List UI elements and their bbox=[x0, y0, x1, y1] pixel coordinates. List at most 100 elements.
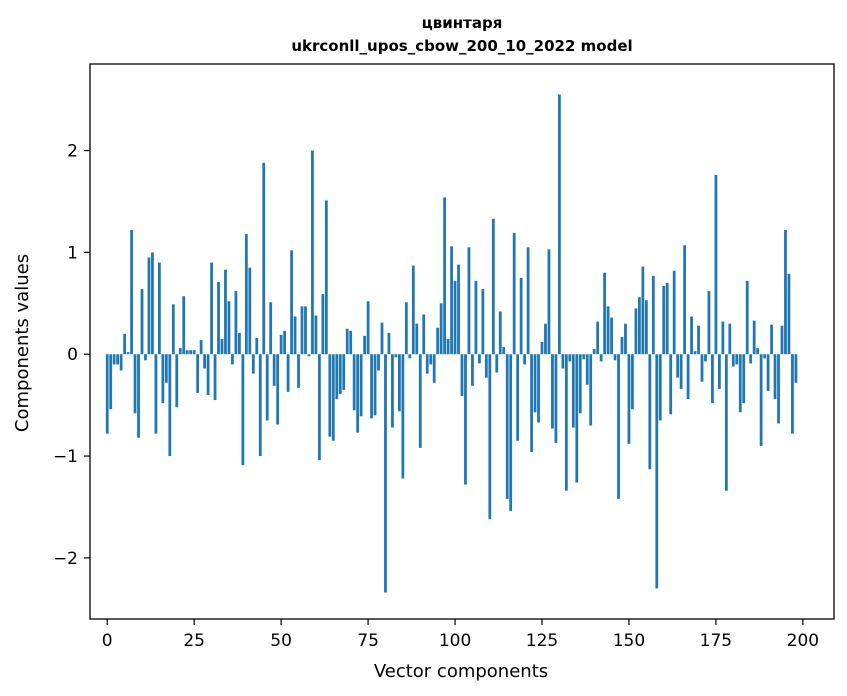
bar bbox=[446, 338, 450, 355]
bar bbox=[210, 262, 213, 355]
bar bbox=[502, 347, 506, 355]
bar bbox=[578, 354, 582, 414]
bar bbox=[700, 354, 704, 382]
bar bbox=[686, 354, 690, 400]
bar bbox=[464, 354, 467, 485]
bar bbox=[144, 354, 147, 361]
bar bbox=[133, 354, 137, 414]
bar bbox=[756, 348, 760, 355]
bar bbox=[512, 233, 516, 355]
bar bbox=[251, 354, 255, 374]
bar bbox=[192, 350, 196, 355]
bar bbox=[140, 289, 144, 355]
bar bbox=[599, 354, 603, 362]
bar bbox=[109, 354, 113, 410]
bar bbox=[161, 354, 165, 404]
bar bbox=[568, 354, 572, 362]
bar bbox=[439, 303, 443, 355]
bar bbox=[126, 352, 130, 355]
bar bbox=[731, 354, 735, 367]
bar bbox=[220, 338, 224, 355]
bar bbox=[471, 354, 474, 386]
bar bbox=[766, 354, 770, 391]
bar bbox=[530, 354, 533, 452]
x-tick-label: 125 bbox=[526, 631, 558, 651]
bar bbox=[655, 354, 659, 589]
bar bbox=[255, 337, 259, 355]
bar bbox=[724, 354, 728, 491]
bar bbox=[352, 354, 356, 411]
bar bbox=[338, 354, 342, 394]
bar bbox=[707, 291, 711, 355]
bar bbox=[478, 354, 481, 364]
bar bbox=[745, 280, 749, 355]
bar bbox=[683, 245, 686, 355]
bar bbox=[408, 354, 412, 359]
bars-group bbox=[105, 94, 798, 593]
bar bbox=[373, 354, 377, 416]
bar bbox=[474, 280, 478, 355]
bar bbox=[387, 332, 391, 355]
bar bbox=[780, 325, 784, 355]
bar bbox=[342, 354, 346, 390]
bar bbox=[450, 246, 453, 355]
bar bbox=[394, 354, 398, 358]
bar bbox=[300, 306, 304, 355]
bar bbox=[137, 354, 140, 438]
bar bbox=[363, 335, 366, 355]
bar bbox=[571, 354, 575, 428]
bar bbox=[585, 354, 589, 385]
bar bbox=[112, 354, 116, 365]
bar bbox=[610, 317, 613, 355]
bar bbox=[519, 277, 523, 355]
bar bbox=[658, 354, 662, 421]
x-tick-label: 200 bbox=[787, 631, 819, 651]
bar bbox=[460, 354, 464, 396]
bar bbox=[558, 94, 561, 355]
bar bbox=[742, 354, 746, 404]
bar bbox=[422, 314, 426, 355]
bar bbox=[328, 354, 332, 437]
bar bbox=[185, 350, 189, 355]
bar bbox=[679, 354, 683, 389]
bar bbox=[672, 270, 676, 355]
bar bbox=[592, 349, 596, 355]
bar bbox=[356, 354, 360, 433]
bar bbox=[669, 354, 673, 415]
bar bbox=[234, 291, 238, 355]
bar bbox=[718, 354, 721, 389]
bar bbox=[258, 354, 262, 457]
bar bbox=[248, 267, 252, 355]
bar bbox=[561, 354, 565, 369]
bar bbox=[495, 354, 499, 373]
bar bbox=[147, 257, 151, 355]
bar bbox=[540, 342, 544, 355]
bar bbox=[620, 336, 624, 355]
bar bbox=[401, 354, 405, 479]
x-axis-ticks: 0 25 50 75 100 125 150 175 200 bbox=[102, 619, 819, 651]
bar bbox=[119, 354, 123, 371]
bar bbox=[453, 280, 457, 355]
bar bbox=[123, 333, 126, 355]
y-axis-ticks: −2 −1 0 1 2 bbox=[53, 142, 90, 569]
bar bbox=[714, 175, 718, 355]
y-tick-label: −2 bbox=[53, 549, 78, 569]
bar bbox=[787, 273, 791, 355]
bar bbox=[749, 354, 753, 364]
bar bbox=[380, 322, 384, 355]
bar bbox=[279, 334, 283, 355]
bar bbox=[189, 350, 193, 355]
bar bbox=[526, 247, 530, 355]
x-tick-label: 100 bbox=[439, 631, 471, 651]
y-tick-label: 2 bbox=[67, 142, 78, 162]
x-tick-label: 150 bbox=[613, 631, 645, 651]
chart-subtitle: ukrconll_upos_cbow_200_10_2022 model bbox=[291, 37, 632, 55]
bar bbox=[638, 297, 641, 355]
bar bbox=[217, 281, 220, 355]
y-axis-label: Components values bbox=[12, 254, 33, 432]
bar bbox=[331, 354, 335, 441]
bar bbox=[213, 354, 217, 401]
bar bbox=[648, 354, 652, 470]
bar bbox=[175, 354, 179, 408]
bar bbox=[582, 354, 586, 360]
